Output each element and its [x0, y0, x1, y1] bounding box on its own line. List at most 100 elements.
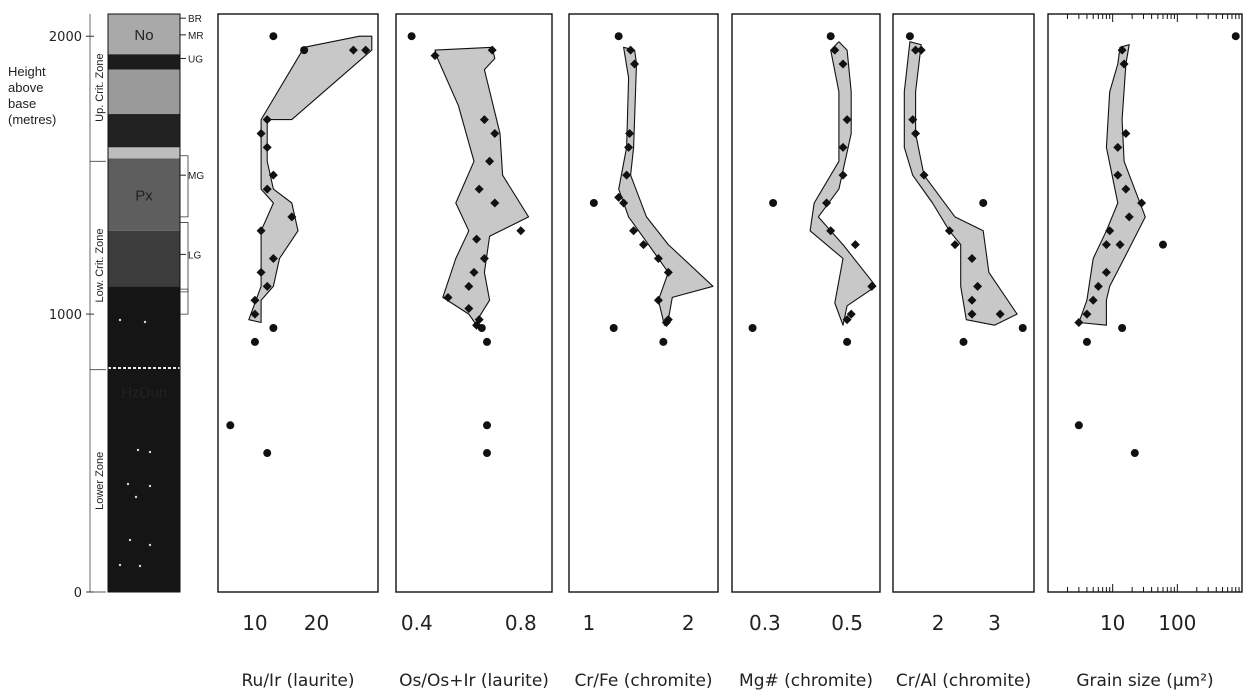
x-tick-label: 10: [1100, 611, 1125, 635]
diamond-point: [911, 128, 921, 138]
x-axis-title: Os/Os+Ir (laurite): [399, 671, 549, 691]
diamond-point: [622, 170, 632, 180]
panel-frame: [1047, 13, 1243, 593]
column-speckle: [118, 318, 122, 322]
diamond-point: [842, 115, 852, 125]
diamond-point: [1137, 198, 1147, 208]
stratigraphic-column: Height above base (metres) 2000 1000 0 No Px…: [8, 13, 204, 601]
diamond-point: [479, 115, 489, 125]
diamond-point: [1093, 281, 1103, 291]
strat-unit: [108, 286, 180, 592]
dot-point: [979, 198, 988, 207]
dot-point: [1130, 449, 1139, 458]
diamond-point: [262, 184, 272, 194]
dot-point: [959, 337, 968, 346]
dot-point: [477, 324, 486, 333]
column-frame: [107, 13, 181, 593]
x-tick-label: 0.5: [831, 611, 863, 635]
diamond-point: [973, 281, 983, 291]
diamond-point: [469, 267, 479, 277]
diamond-point: [1105, 226, 1115, 236]
y-axis-title-line-3: base: [8, 96, 36, 111]
y-axis-title-line-4: (metres): [8, 112, 56, 127]
y-axis-title-line-2: above: [8, 80, 43, 95]
strat-unit: [108, 69, 180, 115]
diamond-point: [950, 240, 960, 250]
panel-6: 10 100 Grain size (µm²): [1047, 13, 1243, 691]
x-tick-label: 1: [582, 611, 595, 635]
reef-label: UG: [188, 54, 203, 65]
diamond-point: [838, 170, 848, 180]
diamond-point: [1101, 240, 1111, 250]
column-speckle: [136, 448, 140, 452]
x-tick-label: 0.3: [749, 611, 781, 635]
diamond-point: [838, 142, 848, 152]
dot-point: [748, 324, 757, 333]
dot-point: [250, 337, 259, 346]
column-speckle: [148, 543, 152, 547]
dot-point: [609, 324, 618, 333]
diamond-point: [516, 226, 526, 236]
panel-5: 2 3 Cr/Al (chromite): [892, 13, 1035, 691]
x-tick-label: 2: [932, 611, 945, 635]
x-tick-label: 20: [304, 611, 329, 635]
dot-point: [1231, 32, 1240, 41]
panel-3: 1 2 Cr/Fe (chromite): [568, 13, 719, 691]
strat-unit: [108, 147, 180, 159]
diamond-point: [626, 45, 636, 55]
diamond-point: [485, 156, 495, 166]
dot-point: [659, 337, 668, 346]
diamond-point: [908, 115, 918, 125]
diamond-point: [268, 170, 278, 180]
zone-label: Low. Crit. Zone: [94, 228, 106, 302]
strat-unit: [108, 230, 180, 287]
diamond-point: [1119, 59, 1129, 69]
diamond-point: [472, 234, 482, 244]
reef-label: MR: [188, 31, 204, 42]
diamond-point: [250, 295, 260, 305]
column-speckle: [148, 450, 152, 454]
dot-point: [1082, 337, 1091, 346]
diamond-point: [256, 226, 266, 236]
reef-bracket: [180, 155, 189, 218]
diamond-point: [614, 192, 624, 202]
x-axis-title: Cr/Al (chromite): [896, 671, 1031, 691]
envelope-area: [809, 41, 877, 326]
reef-label: MG: [188, 171, 204, 182]
strat-unit-label: Px: [135, 188, 153, 205]
zone-label: Up. Crit. Zone: [94, 53, 106, 121]
diamond-point: [464, 304, 474, 314]
diamond-point: [944, 226, 954, 236]
dot-point: [1118, 324, 1127, 333]
diamond-point: [653, 295, 663, 305]
diamond-point: [1121, 184, 1131, 194]
column-speckle: [134, 495, 138, 499]
diamond-point: [653, 254, 663, 264]
strat-unit-label: HzDun: [121, 384, 167, 401]
y-tick-label: 2000: [49, 30, 82, 45]
column-speckle: [118, 563, 122, 567]
dot-point: [769, 198, 778, 207]
diamond-point: [250, 309, 260, 319]
reef-label: BR: [188, 14, 202, 25]
dot-point: [1074, 421, 1083, 430]
dot-point: [407, 32, 416, 41]
panel-4: 0.3 0.5 Mg# (chromite): [731, 13, 881, 691]
column-speckle: [126, 482, 130, 486]
diamond-point: [826, 226, 836, 236]
y-tick-label: 0: [74, 586, 82, 601]
dot-point: [1018, 324, 1027, 333]
dot-point: [483, 337, 491, 346]
panel-frame: [568, 13, 719, 593]
dot-point: [269, 32, 278, 41]
x-tick-label: 0.8: [505, 611, 537, 635]
chart-panels: 10 20 Ru/Ir (laurite) 0.4 0.8 Os/Os+Ir (lauri…: [217, 13, 1243, 691]
dot-point: [269, 324, 278, 333]
x-axis-title: Mg# (chromite): [739, 671, 873, 691]
diamond-point: [995, 309, 1005, 319]
dot-point: [843, 337, 852, 346]
zone-label: Lower Zone: [94, 452, 106, 510]
envelope-area: [1078, 44, 1146, 326]
panel-frame: [731, 13, 881, 593]
